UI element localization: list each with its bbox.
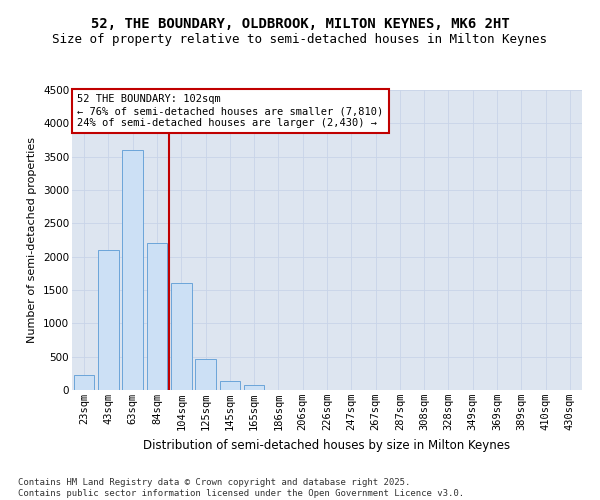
Bar: [195, 358, 216, 390]
X-axis label: Distribution of semi-detached houses by size in Milton Keynes: Distribution of semi-detached houses by …: [143, 438, 511, 452]
Bar: [171, 284, 191, 390]
Text: 52 THE BOUNDARY: 102sqm
← 76% of semi-detached houses are smaller (7,810)
24% of: 52 THE BOUNDARY: 102sqm ← 76% of semi-de…: [77, 94, 383, 128]
Bar: [98, 250, 119, 390]
Bar: [244, 386, 265, 390]
Bar: [74, 374, 94, 390]
Bar: [146, 244, 167, 390]
Bar: [220, 382, 240, 390]
Text: Size of property relative to semi-detached houses in Milton Keynes: Size of property relative to semi-detach…: [53, 32, 548, 46]
Bar: [122, 150, 143, 390]
Y-axis label: Number of semi-detached properties: Number of semi-detached properties: [28, 137, 37, 343]
Text: 52, THE BOUNDARY, OLDBROOK, MILTON KEYNES, MK6 2HT: 52, THE BOUNDARY, OLDBROOK, MILTON KEYNE…: [91, 18, 509, 32]
Text: Contains HM Land Registry data © Crown copyright and database right 2025.
Contai: Contains HM Land Registry data © Crown c…: [18, 478, 464, 498]
